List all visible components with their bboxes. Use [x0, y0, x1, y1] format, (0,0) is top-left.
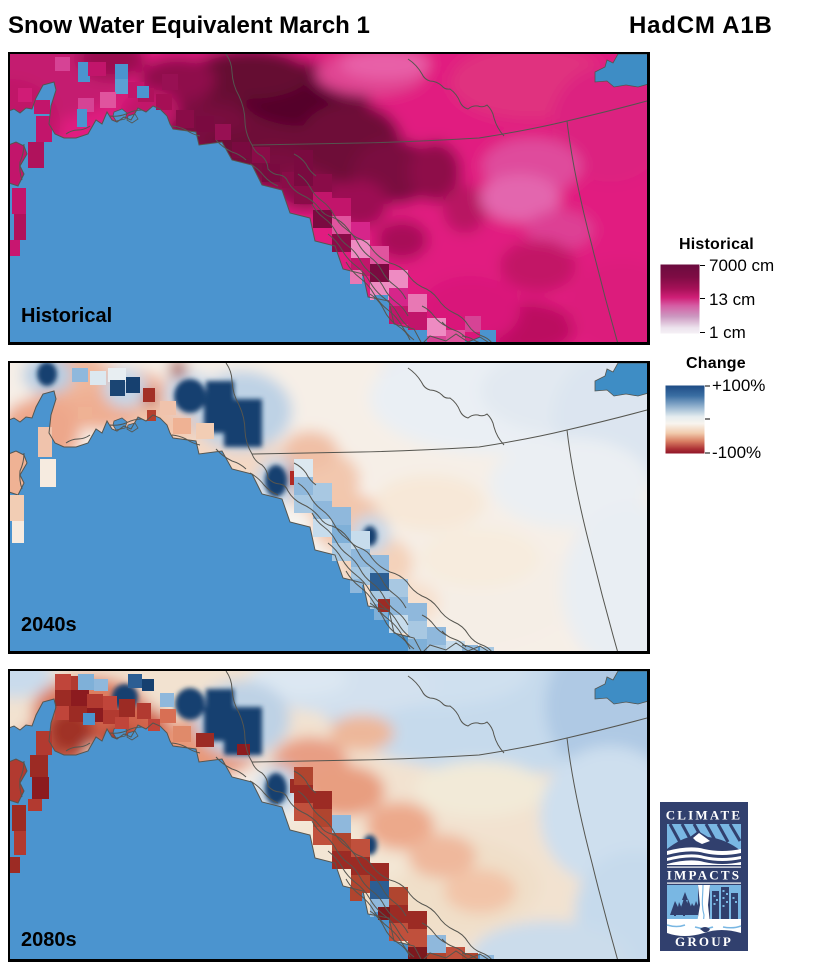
svg-text:GROUP: GROUP — [675, 934, 733, 949]
svg-text:CLIMATE: CLIMATE — [666, 808, 743, 823]
svg-text:2040s: 2040s — [21, 614, 77, 636]
svg-text:IMPACTS: IMPACTS — [667, 868, 741, 883]
svg-text:2080s: 2080s — [21, 929, 77, 951]
svg-text:Historical: Historical — [21, 305, 112, 327]
